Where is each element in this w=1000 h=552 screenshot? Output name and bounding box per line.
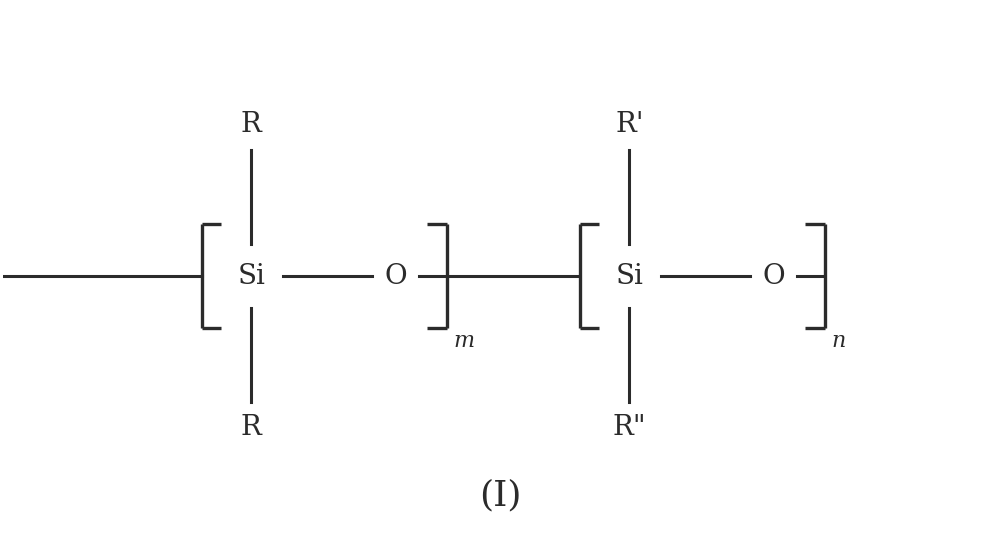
Text: R: R [241, 415, 262, 441]
Text: R: R [241, 111, 262, 137]
Text: R": R" [613, 415, 646, 441]
Text: R': R' [615, 111, 644, 137]
Text: n: n [831, 330, 846, 352]
Text: Si: Si [237, 263, 265, 289]
Text: O: O [384, 263, 407, 289]
Text: (Ⅰ): (Ⅰ) [479, 479, 521, 513]
Text: m: m [453, 330, 474, 352]
Text: Si: Si [615, 263, 643, 289]
Text: O: O [762, 263, 785, 289]
